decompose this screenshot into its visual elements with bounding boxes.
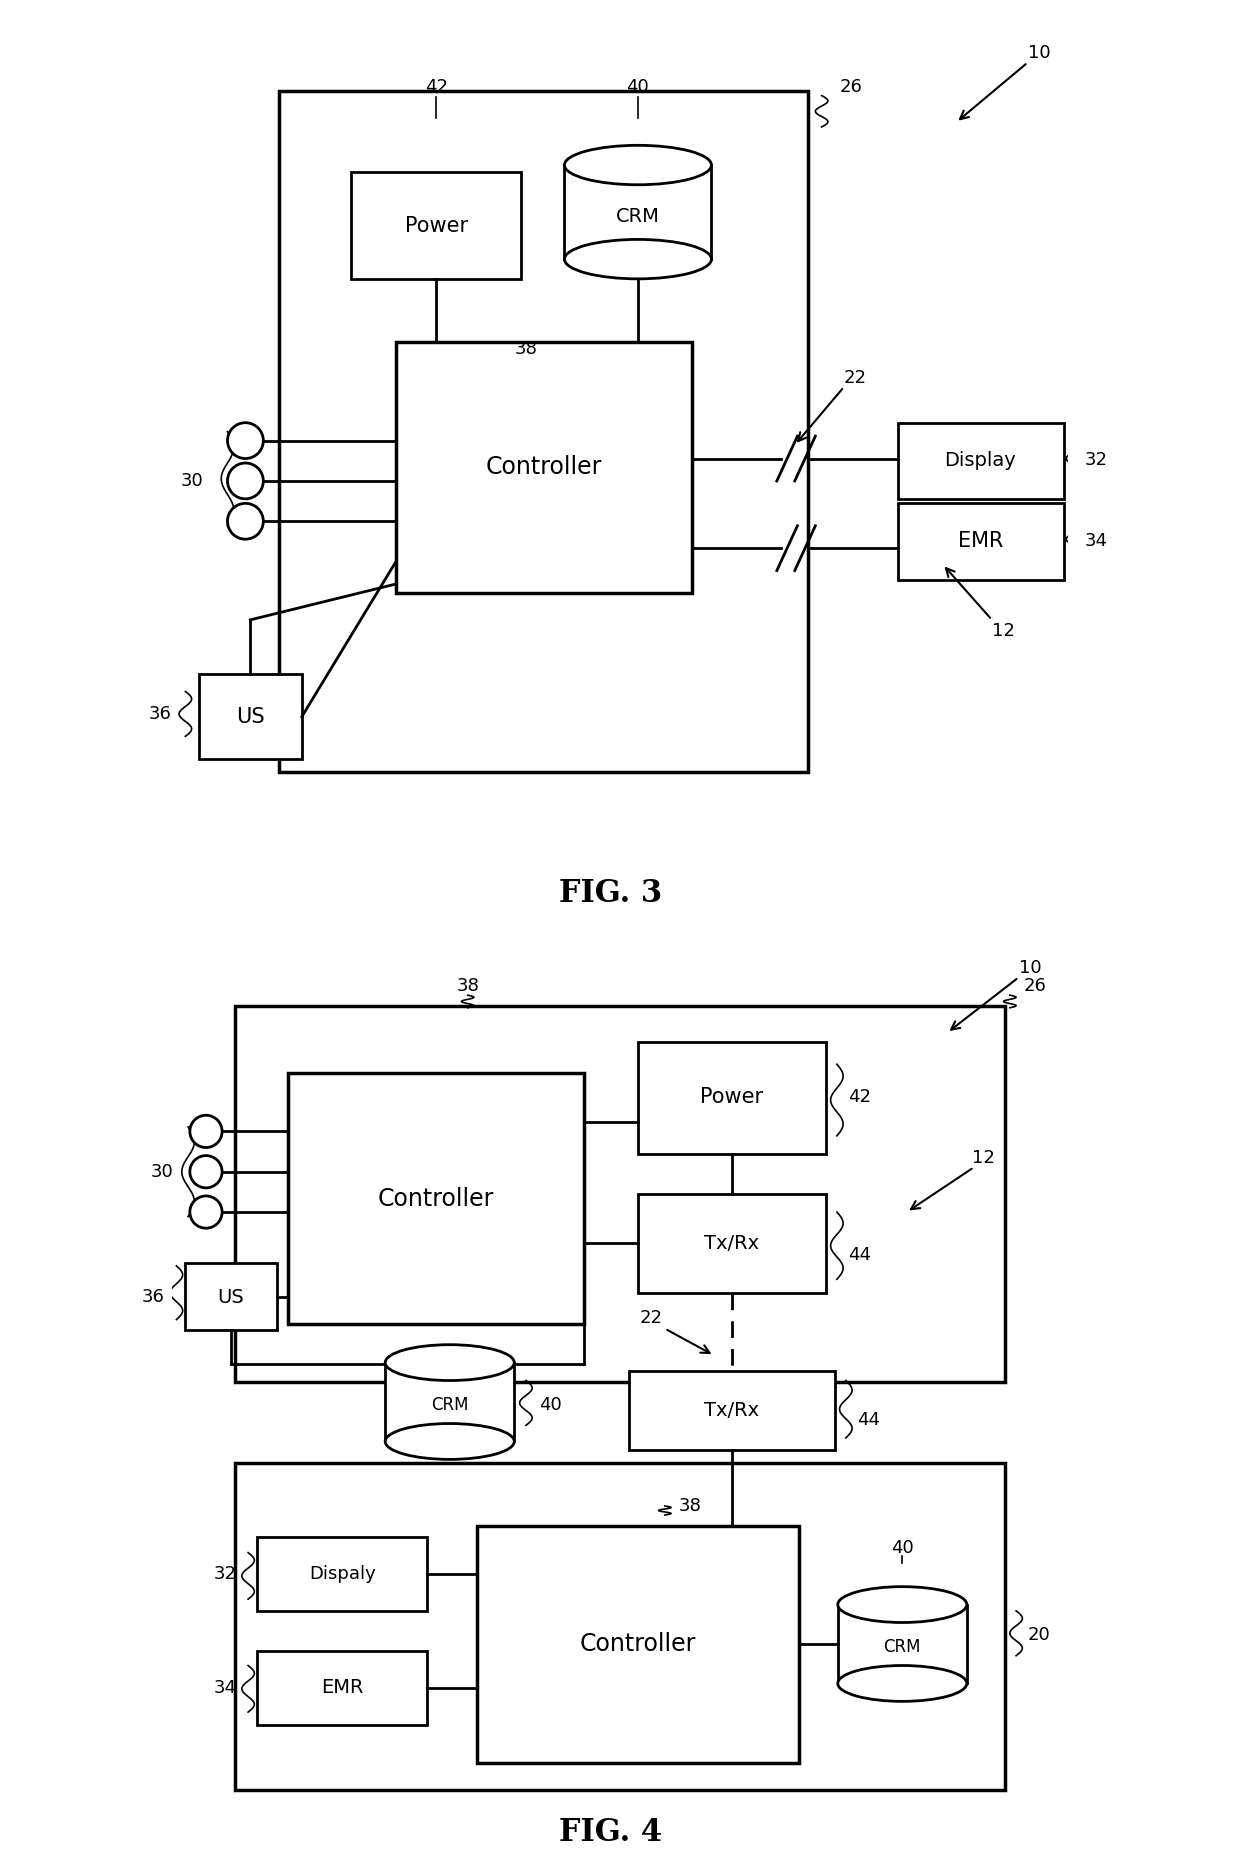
Text: 30: 30 xyxy=(151,1163,174,1180)
Bar xyxy=(898,422,1064,498)
Text: 36: 36 xyxy=(141,1288,165,1307)
Text: 40: 40 xyxy=(626,78,650,95)
Text: CRM: CRM xyxy=(616,207,660,226)
Text: 40: 40 xyxy=(890,1538,914,1557)
Text: 42: 42 xyxy=(425,78,448,95)
Circle shape xyxy=(227,463,263,498)
Bar xyxy=(257,1650,428,1725)
Text: 30: 30 xyxy=(181,472,203,489)
Text: 22: 22 xyxy=(640,1309,663,1327)
Text: Tx/Rx: Tx/Rx xyxy=(704,1234,760,1253)
Text: 32: 32 xyxy=(1084,452,1107,469)
Text: Power: Power xyxy=(404,215,467,235)
Text: FIG. 3: FIG. 3 xyxy=(559,877,662,909)
Text: 22: 22 xyxy=(843,370,867,386)
Text: Controller: Controller xyxy=(486,456,601,480)
Text: 38: 38 xyxy=(678,1497,701,1514)
Text: 10: 10 xyxy=(1019,960,1042,976)
Bar xyxy=(234,1464,1006,1790)
Ellipse shape xyxy=(838,1587,967,1622)
Text: Dispaly: Dispaly xyxy=(309,1565,376,1583)
Bar xyxy=(898,504,1064,579)
Circle shape xyxy=(227,422,263,459)
Circle shape xyxy=(190,1115,222,1148)
Bar xyxy=(234,1006,1006,1382)
Bar xyxy=(637,1195,826,1292)
Text: EMR: EMR xyxy=(957,530,1003,551)
Bar xyxy=(396,342,692,594)
Text: 12: 12 xyxy=(992,622,1016,640)
Text: 40: 40 xyxy=(539,1397,562,1413)
Text: 42: 42 xyxy=(848,1088,872,1107)
Text: 38: 38 xyxy=(515,340,537,358)
Text: US: US xyxy=(236,706,264,726)
Text: 32: 32 xyxy=(213,1565,237,1583)
Text: Controller: Controller xyxy=(378,1187,495,1210)
Ellipse shape xyxy=(564,146,712,185)
Text: 38: 38 xyxy=(456,976,479,995)
Bar xyxy=(351,172,522,280)
Circle shape xyxy=(227,504,263,540)
Text: 36: 36 xyxy=(149,706,172,723)
Bar xyxy=(185,1264,277,1331)
Text: FIG. 4: FIG. 4 xyxy=(559,1817,662,1848)
Circle shape xyxy=(190,1156,222,1187)
Bar xyxy=(564,164,712,260)
Text: 10: 10 xyxy=(1028,45,1050,62)
Text: Tx/Rx: Tx/Rx xyxy=(704,1400,760,1419)
Ellipse shape xyxy=(564,239,712,278)
Bar xyxy=(198,674,301,758)
Bar xyxy=(838,1604,967,1684)
Bar xyxy=(289,1074,584,1324)
Text: 12: 12 xyxy=(971,1150,994,1167)
Text: Controller: Controller xyxy=(580,1632,696,1656)
Text: Power: Power xyxy=(701,1087,764,1107)
Bar xyxy=(257,1537,428,1611)
Text: 34: 34 xyxy=(213,1678,237,1697)
Text: Display: Display xyxy=(945,450,1016,470)
Text: 26: 26 xyxy=(839,78,863,95)
Ellipse shape xyxy=(838,1665,967,1701)
Bar xyxy=(386,1363,515,1441)
Text: 20: 20 xyxy=(1028,1626,1050,1645)
Text: EMR: EMR xyxy=(321,1678,363,1697)
Ellipse shape xyxy=(386,1423,515,1460)
Ellipse shape xyxy=(386,1344,515,1380)
Bar xyxy=(476,1525,800,1762)
Text: CRM: CRM xyxy=(432,1397,469,1413)
Text: 26: 26 xyxy=(1023,976,1047,995)
Text: 44: 44 xyxy=(858,1411,880,1428)
Bar xyxy=(279,91,808,773)
Text: 44: 44 xyxy=(848,1245,872,1264)
Circle shape xyxy=(190,1197,222,1228)
Text: 34: 34 xyxy=(1084,532,1107,551)
Bar xyxy=(629,1370,835,1449)
Bar xyxy=(637,1042,826,1154)
Text: US: US xyxy=(218,1288,244,1307)
Text: CRM: CRM xyxy=(884,1637,921,1656)
